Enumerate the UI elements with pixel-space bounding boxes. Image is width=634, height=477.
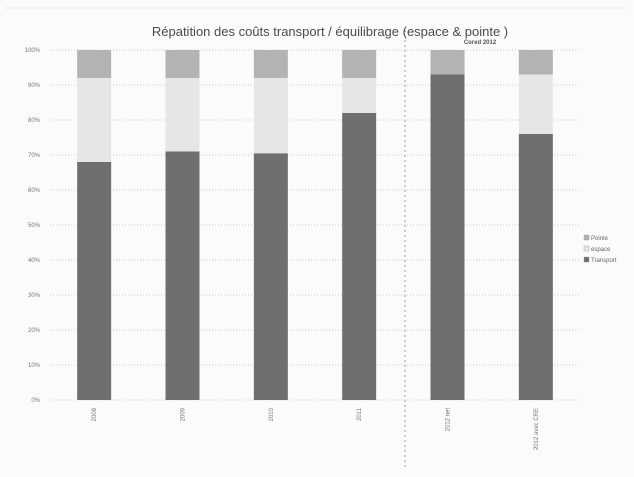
bar-pointe xyxy=(253,50,288,78)
y-tick-label: 40% xyxy=(28,258,41,264)
x-tick-label: 2009 xyxy=(181,407,187,421)
y-tick-label: 60% xyxy=(28,188,41,194)
bar-transport xyxy=(253,153,288,400)
legend: Pointe espace Transport xyxy=(583,234,617,264)
legend-swatch xyxy=(583,245,590,252)
chart-subtitle: Cored 2012 xyxy=(464,40,497,46)
x-tick-label: 2008 xyxy=(92,407,98,421)
bar-pointe xyxy=(165,50,200,78)
x-tick-label: 2010 xyxy=(269,407,275,421)
dashed-separators xyxy=(6,7,628,470)
bar-espace xyxy=(165,78,200,152)
bar-pointe xyxy=(77,50,112,78)
bar-pointe xyxy=(518,50,553,75)
legend-swatch xyxy=(583,256,590,263)
x-tick-label: 2011 xyxy=(357,407,363,421)
x-tick-label: 2012 net xyxy=(446,408,452,432)
x-axis-ticks: 2008 2009 2010 2011 2012 net 2012 avec CRE xyxy=(92,407,540,450)
y-tick-label: 100% xyxy=(25,48,41,54)
legend-swatch xyxy=(583,234,590,241)
y-tick-label: 0% xyxy=(31,398,40,404)
y-tick-label: 80% xyxy=(28,118,41,124)
legend-label: espace xyxy=(591,247,611,253)
bars xyxy=(77,50,553,400)
legend-label: Pointe xyxy=(591,236,609,242)
bar-espace xyxy=(77,78,112,162)
y-tick-label: 90% xyxy=(28,83,41,89)
bar-espace xyxy=(518,74,553,134)
y-tick-label: 30% xyxy=(28,293,41,299)
y-tick-label: 70% xyxy=(28,153,41,159)
y-tick-label: 10% xyxy=(28,363,41,369)
bar-pointe xyxy=(430,50,465,75)
bar-transport xyxy=(342,113,377,400)
bar-transport xyxy=(518,134,553,400)
legend-label: Transport xyxy=(591,258,617,264)
bar-transport xyxy=(77,162,112,400)
y-tick-label: 20% xyxy=(28,328,41,334)
x-tick-label: 2012 avec CRE xyxy=(534,408,540,450)
bar-transport xyxy=(165,151,200,400)
bar-espace xyxy=(253,78,288,154)
y-axis-ticks: 0% 10% 20% 30% 40% 50% 60% 70% 80% 90% 100% xyxy=(25,48,41,404)
chart-title: Répatition des coûts transport / équilib… xyxy=(152,24,508,39)
bar-transport xyxy=(430,74,465,400)
bar-espace xyxy=(342,78,377,113)
bar-pointe xyxy=(342,50,377,78)
gridlines xyxy=(50,49,580,401)
y-tick-label: 50% xyxy=(28,223,41,229)
